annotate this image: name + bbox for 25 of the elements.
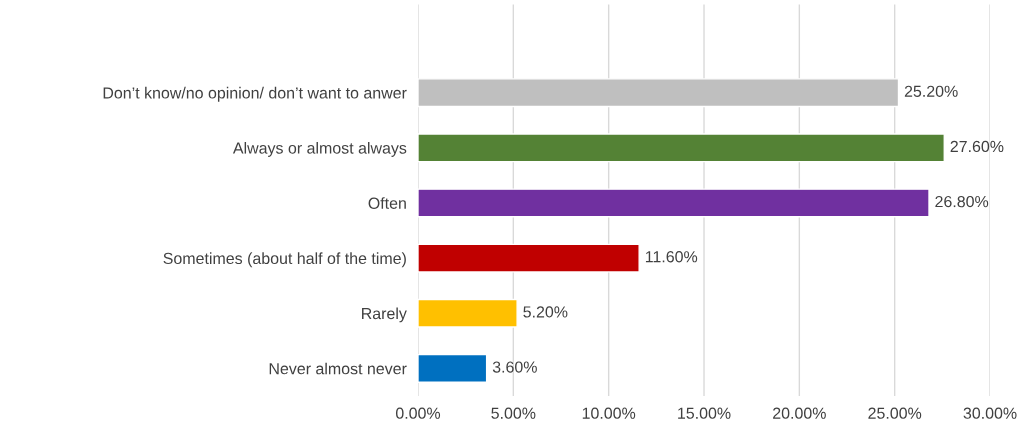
y-tick-label: Never almost never [269, 362, 407, 375]
y-tick-label: Sometimes (about half of the time) [163, 252, 406, 268]
y-tick-label: Don’t know/no opinion/ don’t want to anwer [103, 86, 407, 102]
data-label: 27.60% [950, 140, 1004, 153]
bar [417, 133, 945, 163]
x-tick-label: 5.00% [491, 407, 536, 419]
y-tick-label: Always or almost always [232, 142, 407, 157]
data-label: 25.20% [904, 85, 958, 97]
bar [417, 298, 518, 328]
y-tick-label: Often [368, 197, 406, 209]
bar [417, 78, 900, 108]
bar [417, 188, 930, 218]
x-tick-label: 15.00% [678, 407, 731, 419]
x-tick-label: 20.00% [773, 407, 826, 419]
data-label: 26.80% [935, 195, 989, 208]
bar [417, 353, 488, 383]
data-label: 3.60% [492, 361, 537, 373]
bar [417, 243, 640, 273]
y-tick-label: Rarely [362, 307, 407, 323]
x-tick-label: 0.00% [395, 407, 441, 419]
data-label: 5.20% [523, 306, 568, 318]
x-tick-label: 25.00% [868, 407, 922, 419]
x-tick-label: 30.00% [963, 407, 1017, 419]
x-tick-label: 10.00% [582, 407, 636, 419]
data-label: 11.60% [645, 251, 698, 263]
